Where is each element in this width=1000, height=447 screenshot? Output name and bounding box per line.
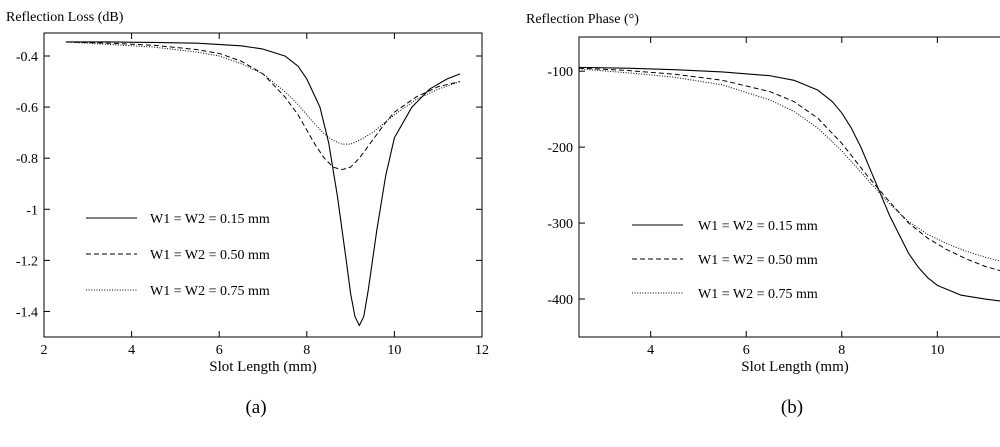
y-tick-label: -1: [26, 203, 38, 218]
y-tick-label: -400: [547, 293, 573, 308]
panel-a-reflection-loss: Reflection Loss (dB) 2 4 6 8 10 12 -0.4 -0.6 -0.…: [6, 10, 489, 418]
x-tick-label: 6: [743, 343, 750, 358]
panel-a-series-group: [65, 41, 461, 327]
x-tick-label: 8: [838, 343, 845, 358]
x-tick-label: 4: [647, 343, 654, 358]
x-tick-label: 4: [128, 343, 135, 358]
panel-b-xlabel: Slot Length (mm): [741, 359, 849, 375]
x-tick-label: 2: [41, 343, 48, 358]
y-tick-label: -0.8: [16, 152, 38, 167]
panel-b-reflection-phase: Reflection Phase (°) 4 6 8 10 -100 -200 -300 -4…: [526, 12, 1000, 418]
y-tick-label: -200: [547, 141, 573, 156]
series-line-dotted: [65, 41, 461, 145]
legend-label: W1 = W2 = 0.50 mm: [150, 248, 270, 263]
panel-b-series-group: [578, 66, 1000, 302]
panel-a-caption: (a): [245, 397, 266, 418]
panel-a-ylabel: Reflection Loss (dB): [6, 10, 124, 25]
y-tick-label: -1.4: [16, 305, 38, 320]
panel-b-ticks: 4 6 8 10 -100 -200 -300 -400: [547, 37, 944, 358]
panel-b-caption: (b): [781, 397, 803, 418]
y-tick-label: -0.6: [16, 101, 38, 116]
series-line-dashed: [65, 41, 461, 171]
y-tick-label: -1.2: [16, 254, 38, 269]
series-line-solid: [578, 66, 1000, 302]
panel-a-ticks: 2 4 6 8 10 12 -0.4 -0.6 -0.8 -1 -1.2 -1.4: [16, 33, 489, 358]
legend-label: W1 = W2 = 0.15 mm: [150, 212, 270, 227]
x-tick-label: 12: [475, 343, 489, 358]
series-line-dotted: [578, 68, 1000, 262]
legend-label: W1 = W2 = 0.75 mm: [698, 287, 818, 302]
y-tick-label: -0.4: [16, 50, 38, 65]
legend-label: W1 = W2 = 0.75 mm: [150, 284, 270, 299]
panel-b-legend: W1 = W2 = 0.15 mm W1 = W2 = 0.50 mm W1 = W…: [632, 219, 818, 302]
series-line-solid: [65, 41, 461, 327]
legend-label: W1 = W2 = 0.15 mm: [698, 219, 818, 234]
panel-a-xlabel: Slot Length (mm): [209, 359, 317, 375]
x-tick-label: 8: [303, 343, 310, 358]
panel-b-ylabel: Reflection Phase (°): [526, 12, 639, 27]
panel-b-plot-frame: [578, 36, 1000, 338]
panel-a-plot-frame: [43, 32, 483, 338]
panel-a-legend: W1 = W2 = 0.15 mm W1 = W2 = 0.50 mm W1 = W…: [86, 212, 270, 299]
series-line-dashed: [578, 67, 1000, 272]
y-tick-label: -300: [547, 217, 573, 232]
x-tick-label: 6: [216, 343, 223, 358]
x-tick-label: 10: [387, 343, 401, 358]
y-tick-label: -100: [547, 65, 573, 80]
x-tick-label: 10: [930, 343, 944, 358]
legend-label: W1 = W2 = 0.50 mm: [698, 253, 818, 268]
